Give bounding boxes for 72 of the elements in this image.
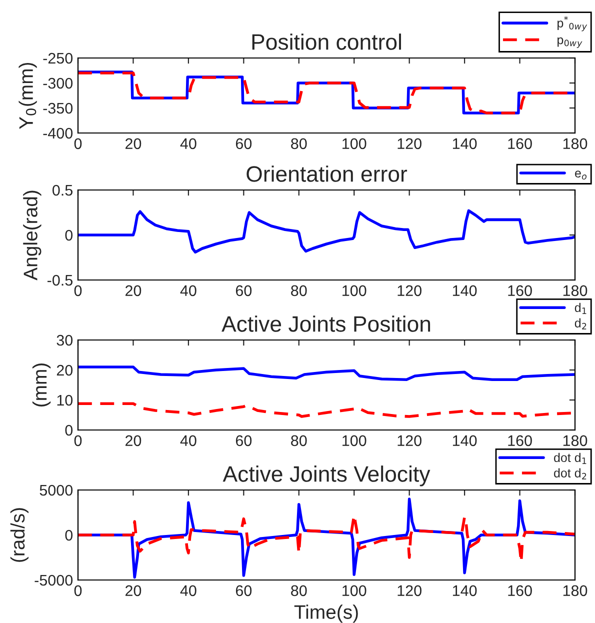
- y-tick-label: -5000: [34, 574, 73, 586]
- x-tick-label: 160: [508, 138, 532, 150]
- y-tick-label: 0: [65, 230, 73, 241]
- x-tick-label: 80: [291, 585, 307, 596]
- y-axis-title: (mm): [32, 364, 51, 406]
- x-tick-label: 80: [291, 435, 307, 446]
- x-tick-label: 0: [74, 435, 82, 446]
- x-tick-label: 0: [74, 585, 82, 596]
- x-tick-label: 120: [398, 138, 422, 150]
- y-tick-label: -300: [43, 78, 73, 89]
- x-tick-label: 20: [125, 435, 142, 446]
- x-tick-label: 160: [508, 435, 532, 446]
- y-axis-title: (rad/s): [10, 508, 29, 562]
- x-tick-label: 140: [452, 285, 477, 296]
- x-tick-label: 60: [236, 285, 252, 296]
- y-tick-label: 0.5: [52, 184, 72, 196]
- x-tick-label: 20: [125, 138, 142, 150]
- x-tick-label: 180: [563, 285, 588, 296]
- x-tick-label: 40: [180, 585, 196, 596]
- x-axis-title: Time(s): [294, 604, 358, 623]
- chart-title: Position control: [252, 34, 401, 50]
- x-tick-label: 140: [452, 435, 477, 446]
- chart-title: Active Joints Velocity: [222, 466, 430, 486]
- x-tick-label: 60: [236, 435, 252, 446]
- x-tick-label: 60: [236, 138, 252, 150]
- x-tick-label: 100: [342, 138, 366, 150]
- x-tick-label: 120: [398, 435, 422, 446]
- legend-label: d$_{2}$: [574, 318, 586, 330]
- legend-label: d$_{1}$: [574, 302, 586, 314]
- x-tick-label: 60: [236, 585, 252, 596]
- legend-label: p$^{*}$$_{0wy}$: [558, 16, 588, 32]
- x-tick-label: 180: [563, 138, 588, 150]
- y-tick-label: 10: [57, 394, 73, 406]
- x-tick-label: 160: [508, 585, 532, 596]
- chart-title: Orientation error: [246, 166, 408, 182]
- x-tick-label: 40: [180, 285, 196, 296]
- x-tick-label: 160: [508, 285, 532, 296]
- x-tick-label: 100: [342, 585, 366, 596]
- y-tick-label: 0: [65, 424, 73, 436]
- y-tick-label: 30: [56, 334, 73, 346]
- y-tick-label: -400: [43, 128, 73, 139]
- x-tick-label: 140: [452, 138, 477, 150]
- line-series: [78, 366, 575, 381]
- y-tick-label: -0.5: [47, 274, 72, 286]
- legend-label: dot d$_{2}$: [554, 468, 586, 480]
- x-tick-label: 120: [398, 585, 422, 596]
- x-tick-label: 180: [563, 585, 588, 596]
- x-tick-label: 20: [125, 285, 142, 296]
- x-tick-label: 40: [180, 435, 196, 446]
- line-series: [78, 209, 575, 254]
- legend-label: dot d$_{1}$: [554, 452, 586, 464]
- x-tick-label: 100: [342, 435, 366, 446]
- x-tick-label: 140: [452, 585, 477, 596]
- y-tick-label: 5000: [40, 484, 73, 496]
- x-tick-label: 40: [180, 138, 196, 150]
- y-tick-label: 20: [56, 364, 73, 376]
- legend-label: p$_{0wy}$: [558, 37, 582, 48]
- y-tick-label: 0: [65, 530, 73, 541]
- x-tick-label: 100: [342, 285, 366, 296]
- x-tick-label: 80: [291, 285, 307, 296]
- x-tick-label: 20: [125, 585, 142, 596]
- y-tick-label: -250: [43, 52, 73, 64]
- x-tick-label: 0: [74, 138, 82, 150]
- y-tick-label: -350: [43, 102, 73, 114]
- y-axis-title: Angle(rad): [23, 190, 42, 280]
- legend-label: e$_{o}$: [575, 170, 587, 180]
- x-tick-label: 0: [74, 285, 82, 296]
- y-axis-title: Y$_{0}$(mm): [18, 62, 37, 129]
- x-tick-label: 120: [398, 285, 422, 296]
- x-tick-label: 80: [291, 138, 307, 150]
- x-tick-label: 180: [563, 435, 588, 446]
- chart-title: Active Joints Position: [222, 316, 430, 332]
